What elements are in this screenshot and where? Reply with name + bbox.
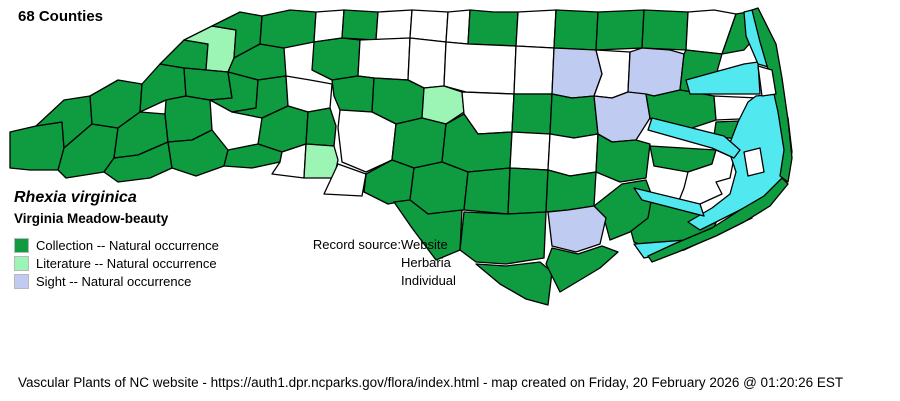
record-source-value: Herbaria bbox=[401, 255, 451, 270]
county-sight bbox=[627, 47, 685, 97]
county-collection bbox=[641, 9, 689, 51]
legend-item-literature: Literature -- Natural occurrence bbox=[14, 254, 219, 272]
county-none bbox=[513, 45, 555, 95]
sound-water bbox=[633, 187, 705, 217]
county-collection bbox=[467, 9, 519, 47]
county-sight bbox=[551, 47, 603, 99]
county-collection bbox=[331, 75, 375, 113]
county-count-title: 68 Counties bbox=[18, 8, 104, 25]
county-collection bbox=[159, 39, 209, 71]
county-none bbox=[409, 9, 449, 43]
legend-item-sight: Sight -- Natural occurrence bbox=[14, 272, 219, 290]
outer-banks-none bbox=[743, 147, 765, 177]
county-collection bbox=[341, 9, 379, 41]
county-collection bbox=[167, 129, 229, 177]
county-sight bbox=[593, 91, 651, 143]
outer-banks-collection bbox=[647, 177, 789, 263]
record-source-label: Record source: bbox=[312, 237, 401, 252]
county-literature bbox=[303, 143, 339, 179]
county-collection bbox=[259, 9, 317, 49]
county-collection bbox=[549, 93, 599, 139]
county-none bbox=[407, 37, 447, 89]
county-collection bbox=[545, 169, 597, 213]
county-none bbox=[357, 37, 411, 81]
county-sight bbox=[547, 205, 607, 253]
county-none bbox=[375, 9, 413, 41]
county-collection bbox=[511, 93, 553, 135]
sight-swatch bbox=[14, 273, 29, 289]
county-collection bbox=[311, 37, 361, 81]
record-source: Record source: Website Herbaria Individu… bbox=[312, 236, 456, 290]
county-none bbox=[271, 143, 307, 179]
legend-item-collection: Collection -- Natural occurrence bbox=[14, 236, 219, 254]
footer-attribution: Vascular Plants of NC website - https://… bbox=[18, 375, 844, 390]
county-collection bbox=[459, 211, 547, 265]
sound-water bbox=[647, 117, 741, 159]
county-collection bbox=[393, 199, 463, 261]
legend-label: Literature -- Natural occurrence bbox=[36, 255, 217, 271]
county-collection bbox=[595, 9, 645, 51]
county-collection bbox=[305, 107, 337, 147]
collection-swatch bbox=[14, 237, 29, 253]
county-collection bbox=[463, 167, 511, 215]
legend-label: Collection -- Natural occurrence bbox=[36, 237, 219, 253]
outer-banks-none bbox=[757, 65, 777, 97]
county-collection bbox=[9, 121, 65, 171]
species-common-name: Virginia Meadow-beauty bbox=[14, 211, 169, 226]
county-none bbox=[547, 133, 599, 177]
county-collection bbox=[183, 67, 233, 101]
county-none bbox=[323, 163, 367, 197]
county-none bbox=[515, 9, 557, 49]
county-collection bbox=[553, 9, 599, 51]
legend-label: Sight -- Natural occurrence bbox=[36, 273, 192, 289]
county-none bbox=[445, 9, 471, 45]
county-none bbox=[443, 41, 517, 95]
county-none bbox=[285, 75, 333, 113]
county-collection bbox=[391, 117, 447, 169]
record-source-value: Individual bbox=[401, 273, 456, 288]
county-collection bbox=[595, 133, 651, 183]
county-collection bbox=[545, 245, 619, 293]
record-source-values: Website Herbaria Individual bbox=[401, 236, 456, 290]
county-collection bbox=[475, 261, 553, 306]
legend: Collection -- Natural occurrence Literat… bbox=[14, 236, 219, 290]
record-source-value: Website bbox=[401, 237, 448, 252]
county-collection bbox=[593, 179, 653, 241]
literature-swatch bbox=[14, 255, 29, 271]
county-none bbox=[509, 131, 551, 171]
species-scientific-name: Rhexia virginica bbox=[14, 189, 137, 206]
county-none bbox=[313, 9, 345, 43]
county-collection bbox=[507, 167, 549, 215]
